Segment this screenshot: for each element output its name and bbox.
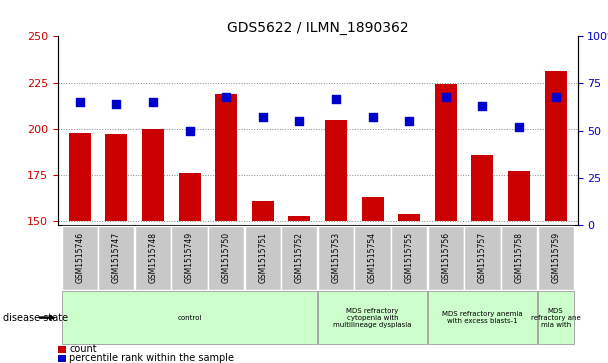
- Bar: [282, 226, 317, 290]
- Bar: [171, 226, 208, 290]
- Point: [258, 115, 268, 121]
- Bar: [105, 134, 127, 221]
- Text: GSM1515754: GSM1515754: [368, 232, 377, 283]
- Text: MDS
refractory ane
mia with: MDS refractory ane mia with: [531, 307, 581, 328]
- Text: GSM1515749: GSM1515749: [185, 232, 194, 283]
- Bar: [508, 171, 530, 221]
- Bar: [252, 201, 274, 221]
- Bar: [427, 291, 537, 344]
- Bar: [471, 155, 494, 221]
- Bar: [61, 291, 317, 344]
- Point: [514, 124, 524, 130]
- Bar: [435, 85, 457, 221]
- Text: GSM1515753: GSM1515753: [331, 232, 340, 283]
- Text: count: count: [69, 344, 97, 354]
- Bar: [537, 226, 574, 290]
- Bar: [427, 226, 464, 290]
- Text: GSM1515752: GSM1515752: [295, 232, 304, 283]
- Bar: [61, 226, 98, 290]
- Text: GSM1515756: GSM1515756: [441, 232, 451, 283]
- Bar: [391, 226, 427, 290]
- Point: [294, 118, 304, 124]
- Bar: [179, 173, 201, 221]
- Bar: [215, 94, 237, 221]
- Text: disease state: disease state: [3, 313, 68, 323]
- Point: [75, 99, 85, 105]
- Text: GSM1515758: GSM1515758: [514, 232, 523, 283]
- Bar: [98, 226, 134, 290]
- Bar: [465, 226, 500, 290]
- Point: [368, 115, 378, 121]
- Bar: [244, 226, 281, 290]
- Text: control: control: [178, 315, 202, 321]
- Text: MDS refractory anemia
with excess blasts-1: MDS refractory anemia with excess blasts…: [442, 311, 523, 324]
- Bar: [69, 132, 91, 221]
- Bar: [58, 355, 66, 362]
- Title: GDS5622 / ILMN_1890362: GDS5622 / ILMN_1890362: [227, 21, 409, 35]
- Bar: [318, 291, 427, 344]
- Text: GSM1515748: GSM1515748: [148, 232, 157, 283]
- Point: [111, 101, 121, 107]
- Bar: [288, 216, 310, 221]
- Point: [404, 118, 414, 124]
- Point: [477, 103, 487, 109]
- Bar: [58, 346, 66, 353]
- Text: GSM1515757: GSM1515757: [478, 232, 487, 283]
- Bar: [501, 226, 537, 290]
- Text: GSM1515746: GSM1515746: [75, 232, 85, 283]
- Bar: [545, 72, 567, 221]
- Bar: [325, 119, 347, 221]
- Text: GSM1515750: GSM1515750: [222, 232, 230, 283]
- Bar: [142, 129, 164, 221]
- Bar: [362, 197, 384, 221]
- Point: [331, 96, 341, 102]
- Point: [185, 128, 195, 134]
- Bar: [354, 226, 391, 290]
- Text: GSM1515747: GSM1515747: [112, 232, 121, 283]
- Text: GSM1515751: GSM1515751: [258, 232, 268, 283]
- Bar: [318, 226, 354, 290]
- Text: percentile rank within the sample: percentile rank within the sample: [69, 354, 235, 363]
- Text: GSM1515755: GSM1515755: [405, 232, 413, 283]
- Bar: [135, 226, 171, 290]
- Point: [441, 94, 451, 99]
- Point: [148, 99, 158, 105]
- Text: GSM1515759: GSM1515759: [551, 232, 560, 283]
- Text: MDS refractory
cytopenia with
multilineage dysplasia: MDS refractory cytopenia with multilinea…: [333, 307, 412, 328]
- Bar: [208, 226, 244, 290]
- Point: [221, 94, 231, 99]
- Point: [551, 94, 561, 99]
- Bar: [537, 291, 574, 344]
- Bar: [398, 214, 420, 221]
